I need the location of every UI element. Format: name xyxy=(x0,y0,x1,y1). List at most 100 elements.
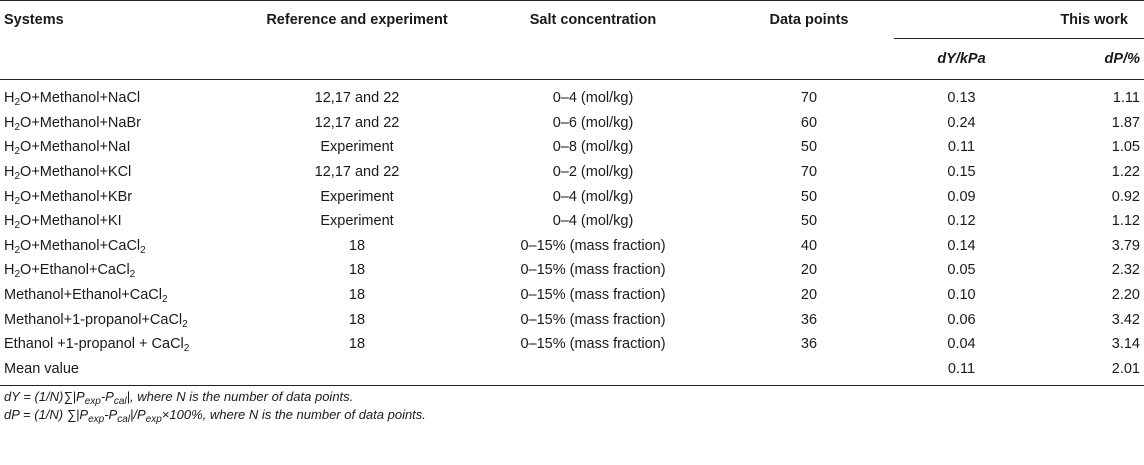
cell-system: H2O+Methanol+NaI xyxy=(0,135,252,160)
subscript: 2 xyxy=(14,244,21,256)
cell-data-points: 50 xyxy=(800,139,818,156)
cell-dy: 0.24 xyxy=(947,114,976,131)
cell-dp: 3.42 xyxy=(1111,311,1140,328)
cell-data-points: 36 xyxy=(800,311,818,328)
system-text: O+Methanol+CaCl xyxy=(20,237,141,254)
cell-reference: 12,17 and 22 xyxy=(314,164,400,181)
table-row: Ethanol +1-propanol + CaCl2 18 0–15% (mass… xyxy=(0,332,1144,357)
footnote-dp: dP = (1/N) ∑|Pexp-Pcal|/Pexp×100%, where… xyxy=(4,406,1144,426)
system-text: H xyxy=(4,90,15,107)
cell-salt-concentration: 0–4 (mol/kg) xyxy=(552,90,634,107)
cell-salt-concentration: 0–8 (mol/kg) xyxy=(552,139,634,156)
cell-system: H2O+Methanol+CaCl2 xyxy=(0,234,252,259)
footnote-text: |/P xyxy=(129,407,146,423)
footnote-text: -P xyxy=(100,389,114,405)
table-row: Methanol+Ethanol+CaCl2 18 0–15% (mass frac… xyxy=(0,283,1144,308)
cell-dy: 0.13 xyxy=(947,90,976,107)
system-text: H xyxy=(4,139,15,156)
footnote-subscript: cal xyxy=(117,414,130,426)
subscript: 2 xyxy=(14,146,21,158)
table-header: Systems Reference and experiment Salt co… xyxy=(0,0,1144,80)
subscript: 2 xyxy=(129,269,136,281)
subscript: 2 xyxy=(14,269,21,281)
subscript: 2 xyxy=(14,121,21,133)
cell-system: H2O+Methanol+KI xyxy=(0,209,252,234)
cell-dp: 2.01 xyxy=(1029,356,1144,387)
header-systems: Systems xyxy=(0,0,252,39)
cell-data-points: 60 xyxy=(800,114,818,131)
cell-data-points xyxy=(724,356,894,387)
footnote-subscript: exp xyxy=(145,414,162,426)
table-row: H2O+Ethanol+CaCl2 18 0–15% (mass fraction)… xyxy=(0,258,1144,283)
footnote-subscript: exp xyxy=(88,414,105,426)
cell-dp: 2.20 xyxy=(1111,287,1140,304)
cell-dy: 0.12 xyxy=(947,213,976,230)
cell-salt-concentration: 0–4 (mol/kg) xyxy=(552,188,634,205)
system-text: O+Methanol+NaI xyxy=(20,139,131,156)
cell-data-points: 20 xyxy=(800,287,818,304)
footnote-dy: dY = (1/N)∑|Pexp-Pcal|, where N is the n… xyxy=(4,388,1144,408)
system-text: O+Methanol+NaCl xyxy=(20,90,141,107)
cell-dp: 2.32 xyxy=(1111,262,1140,279)
table-footnotes: dY = (1/N)∑|Pexp-Pcal|, where N is the n… xyxy=(0,388,1144,426)
footnote-subscript: cal xyxy=(113,396,127,408)
header-reference: Reference and experiment xyxy=(252,0,462,39)
cell-reference: Experiment xyxy=(320,139,394,156)
subscript: 2 xyxy=(140,244,146,256)
header-salt-concentration: Salt concentration xyxy=(462,0,724,39)
cell-data-points: 70 xyxy=(800,164,818,181)
results-table: Systems Reference and experiment Salt co… xyxy=(0,0,1144,387)
cell-dp: 1.87 xyxy=(1111,114,1140,131)
table-row: H2O+Methanol+CaCl2 18 0–15% (mass fraction… xyxy=(0,234,1144,259)
footnote-text: -P xyxy=(104,407,118,423)
cell-system: H2O+Methanol+KBr xyxy=(0,184,252,209)
cell-salt-concentration: 0–15% (mass fraction) xyxy=(520,262,666,279)
cell-data-points: 50 xyxy=(800,188,818,205)
cell-dy: 0.04 xyxy=(947,336,976,353)
header-blank xyxy=(0,38,252,80)
footnote-text: dP = (1/N) ∑|P xyxy=(4,407,89,423)
cell-salt-concentration: 0–6 (mol/kg) xyxy=(552,114,634,131)
cell-data-points: 36 xyxy=(800,336,818,353)
table-row: H2O+Methanol+KCl 12,17 and 22 0–2 (mol/kg)… xyxy=(0,160,1144,185)
system-text: Methanol+1-propanol+CaCl xyxy=(4,311,183,328)
table-row: H2O+Methanol+KBr Experiment 0–4 (mol/kg) 50… xyxy=(0,184,1144,209)
system-text: H xyxy=(4,213,15,230)
table-row: H2O+Methanol+NaCl 12,17 and 22 0–4 (mol/kg… xyxy=(0,80,1144,111)
header-dp-label: dP/% xyxy=(1104,51,1140,67)
subscript: 2 xyxy=(182,318,188,330)
cell-dy: 0.09 xyxy=(947,188,976,205)
cell-reference: 12,17 and 22 xyxy=(314,114,400,131)
cell-reference: Experiment xyxy=(320,188,394,205)
header-blank xyxy=(252,38,462,80)
cell-reference: 12,17 and 22 xyxy=(314,90,400,107)
cell-dy: 0.14 xyxy=(947,237,976,254)
cell-dp: 1.12 xyxy=(1111,213,1140,230)
cell-data-points: 70 xyxy=(800,90,818,107)
cell-reference: 18 xyxy=(348,237,366,254)
system-text: H xyxy=(4,237,15,254)
cell-salt-concentration: 0–15% (mass fraction) xyxy=(520,287,666,304)
table-row: H2O+Methanol+NaBr 12,17 and 22 0–6 (mol/kg… xyxy=(0,111,1144,136)
subscript: 2 xyxy=(162,294,168,306)
footnote-subscript: exp xyxy=(84,396,101,408)
subscript: 2 xyxy=(14,220,21,232)
cell-dy: 0.15 xyxy=(947,164,976,181)
system-text: H xyxy=(4,188,15,205)
cell-data-points: 40 xyxy=(800,237,818,254)
cell-data-points: 50 xyxy=(800,213,818,230)
cell-reference: 18 xyxy=(348,311,366,328)
cell-dy: 0.11 xyxy=(894,356,1029,387)
cell-dp: 0.92 xyxy=(1111,188,1140,205)
system-text: H xyxy=(4,164,15,181)
header-blank xyxy=(462,38,724,80)
cell-dy: 0.05 xyxy=(947,262,976,279)
header-dy: dY/kPa xyxy=(894,38,1029,80)
system-text: Methanol+Ethanol+CaCl xyxy=(4,287,162,304)
cell-reference: 18 xyxy=(348,287,366,304)
system-text: H xyxy=(4,114,15,131)
cell-salt-concentration: 0–15% (mass fraction) xyxy=(520,237,666,254)
table-row: Methanol+1-propanol+CaCl2 18 0–15% (mass f… xyxy=(0,307,1144,332)
cell-system: H2O+Ethanol+CaCl2 xyxy=(0,258,252,283)
footnote-text: |, where N is the number of data points. xyxy=(126,389,354,405)
